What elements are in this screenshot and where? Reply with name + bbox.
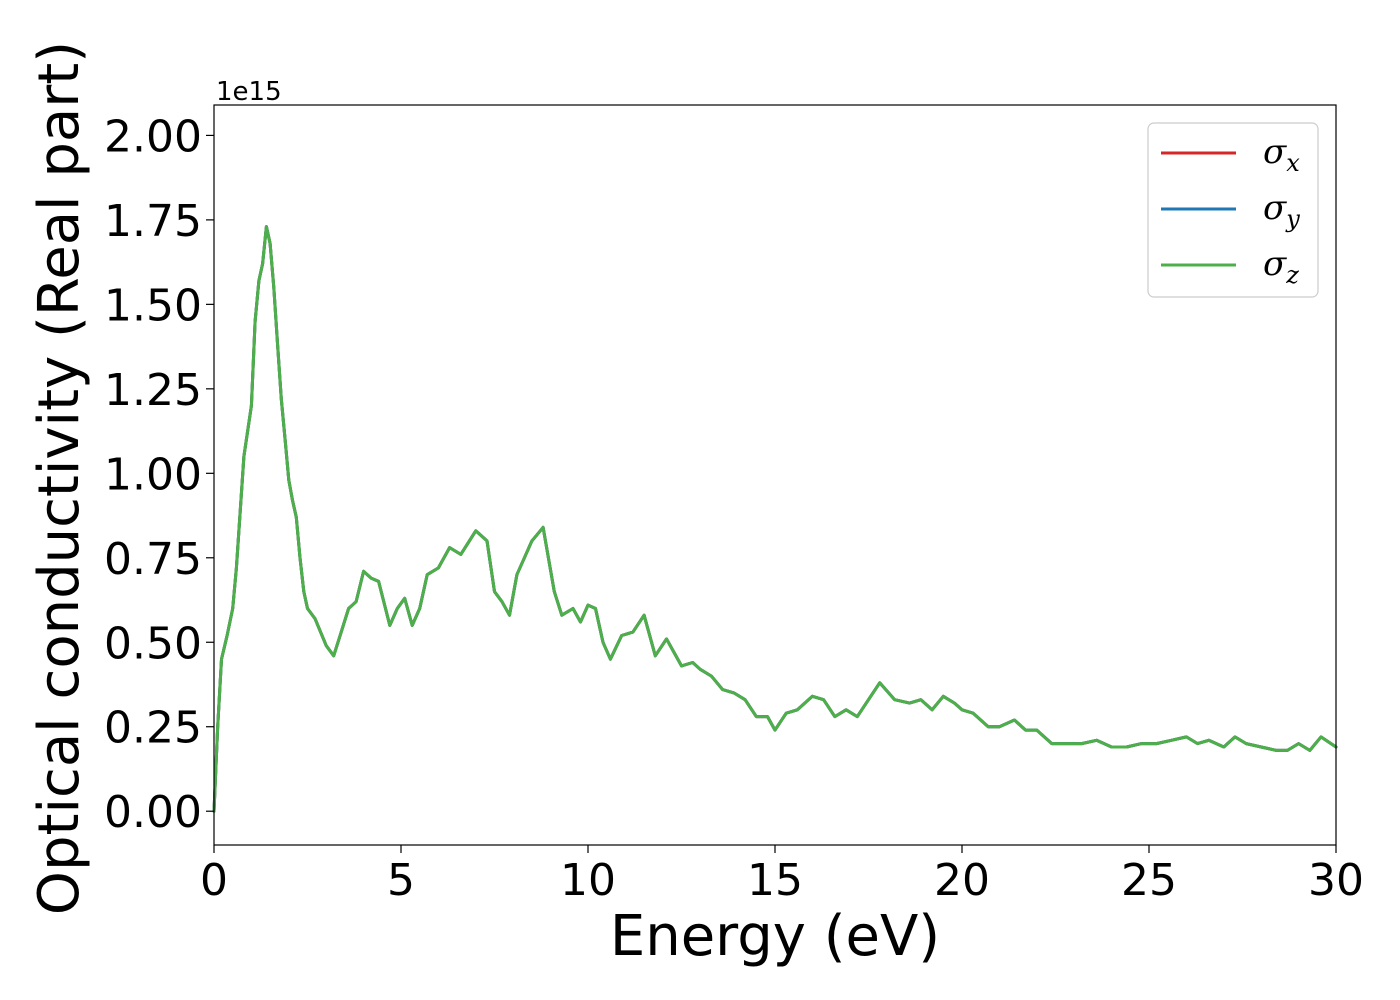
y-tick-label: 1.25 <box>104 365 202 416</box>
x-axis-ticks: 0 5 10 15 20 25 30 <box>200 845 1364 906</box>
y-tick-label: 1.50 <box>104 280 202 331</box>
x-tick-label: 15 <box>747 855 803 906</box>
x-tick-label: 20 <box>934 855 990 906</box>
x-axis-label: Energy (eV) <box>610 904 940 969</box>
series-line-y <box>212 225 1338 813</box>
y-tick-label: 2.00 <box>104 111 202 162</box>
y-axis-ticks: 0.00 0.25 0.50 0.75 1.00 1.25 1.50 1.75 2.00 <box>104 111 214 838</box>
y-tick-label: 0.50 <box>104 618 202 669</box>
series-line-z <box>212 225 1338 813</box>
y-axis-label: Optical conductivity (Real part) <box>27 41 92 915</box>
y-tick-label: 0.25 <box>104 703 202 754</box>
x-tick-label: 30 <box>1308 855 1364 906</box>
y-tick-label: 1.75 <box>104 196 202 247</box>
y-tick-label: 1.00 <box>104 449 202 500</box>
x-tick-label: 5 <box>387 855 415 906</box>
x-tick-label: 0 <box>200 855 228 906</box>
y-tick-label: 0.75 <box>104 534 202 585</box>
x-tick-label: 25 <box>1121 855 1177 906</box>
x-tick-label: 10 <box>560 855 616 906</box>
series-layer <box>212 225 1338 813</box>
y-tick-label: 0.00 <box>104 787 202 838</box>
y-offset-label: 1e15 <box>216 77 282 107</box>
series-line-x <box>212 225 1338 813</box>
